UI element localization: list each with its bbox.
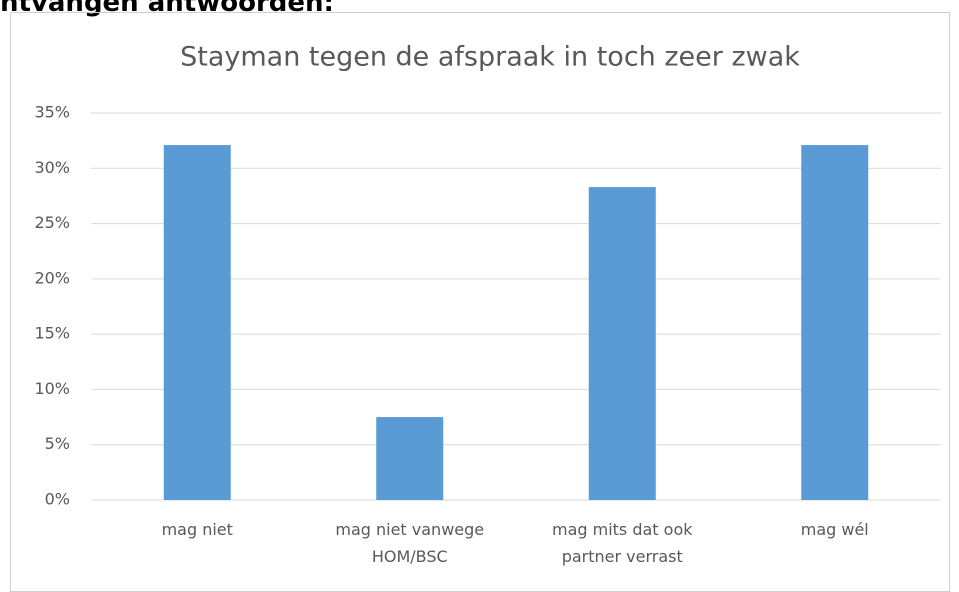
chart-title: Stayman tegen de afspraak in toch zeer z… bbox=[180, 42, 800, 73]
x-tick-label: mag niet vanwege HOM/BSC bbox=[335, 520, 485, 566]
y-tick-label: 30% bbox=[34, 158, 70, 177]
y-tick-label: 20% bbox=[34, 268, 70, 287]
x-tick-label: mag wél bbox=[800, 520, 869, 539]
heading: ntvangen antwoorden: bbox=[0, 0, 334, 18]
bar bbox=[588, 187, 656, 500]
bar bbox=[163, 145, 231, 500]
bar bbox=[376, 417, 444, 500]
bar bbox=[801, 145, 869, 500]
y-tick-label: 15% bbox=[34, 324, 70, 343]
y-tick-label: 35% bbox=[34, 103, 70, 122]
x-tick-label: mag mits dat ook partner verrast bbox=[551, 520, 693, 566]
y-tick-label: 25% bbox=[34, 213, 70, 232]
y-tick-label: 5% bbox=[45, 434, 70, 453]
y-tick-label: 0% bbox=[45, 490, 70, 509]
y-tick-label: 10% bbox=[34, 379, 70, 398]
x-tick-label: mag niet bbox=[161, 520, 233, 539]
